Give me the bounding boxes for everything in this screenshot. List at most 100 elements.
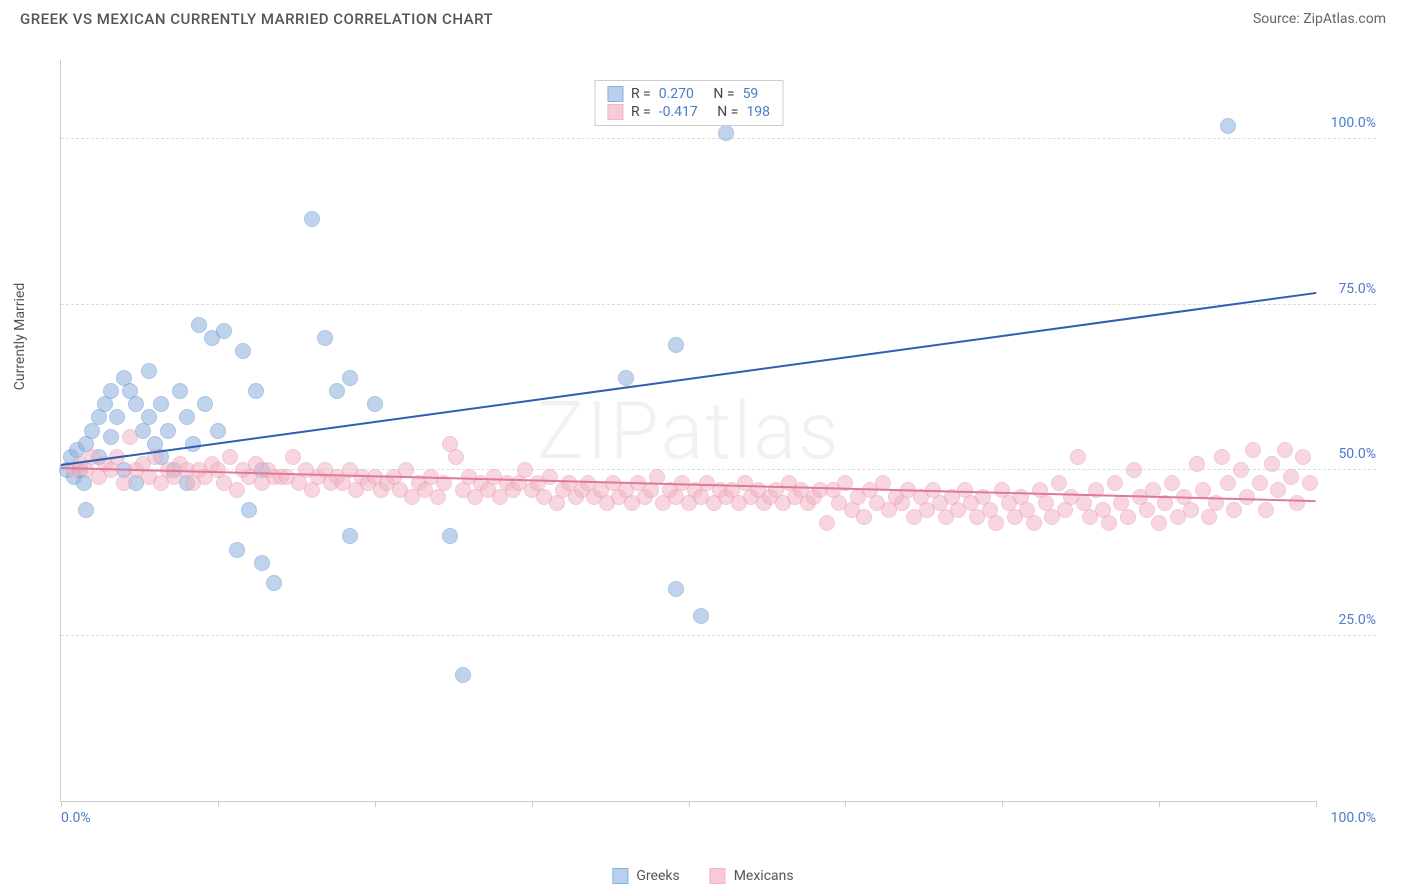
scatter-point (1264, 456, 1280, 472)
scatter-point (718, 125, 734, 141)
chart-container: Currently Married ZIPatlas R = 0.270 N =… (50, 40, 1386, 832)
scatter-point (248, 383, 264, 399)
scatter-point (116, 475, 132, 491)
scatter-point (128, 396, 144, 412)
scatter-point (1226, 502, 1242, 518)
scatter-point (241, 502, 257, 518)
scatter-point (1277, 442, 1293, 458)
y-tick-label: 100.0% (1331, 115, 1376, 131)
x-tick (61, 801, 62, 807)
watermark: ZIPatlas (536, 384, 840, 478)
y-axis-label: Currently Married (12, 283, 28, 390)
scatter-point (1164, 475, 1180, 491)
scatter-point (1295, 449, 1311, 465)
scatter-point (285, 449, 301, 465)
scatter-point (122, 429, 138, 445)
scatter-point (1051, 475, 1067, 491)
scatter-point (153, 396, 169, 412)
scatter-point (329, 383, 345, 399)
scatter-point (1220, 118, 1236, 134)
r-value: 0.270 (659, 86, 694, 102)
scatter-point (442, 528, 458, 544)
scatter-point (1252, 475, 1268, 491)
x-tick (532, 801, 533, 807)
scatter-point (109, 409, 125, 425)
x-tick (375, 801, 376, 807)
scatter-point (172, 383, 188, 399)
scatter-point (1289, 495, 1305, 511)
n-value: 198 (746, 104, 770, 120)
scatter-point (1258, 502, 1274, 518)
scatter-point (1151, 515, 1167, 531)
scatter-point (191, 317, 207, 333)
scatter-point (1270, 482, 1286, 498)
scatter-point (517, 462, 533, 478)
scatter-point (1302, 475, 1318, 491)
gridline (61, 138, 1376, 139)
legend-stats-row: R = 0.270 N = 59 (607, 85, 770, 103)
scatter-point (103, 383, 119, 399)
stats-legend: R = 0.270 N = 59 R = -0.417 N = 198 (594, 80, 783, 126)
gridline (61, 304, 1376, 305)
scatter-point (1195, 482, 1211, 498)
x-tick (1159, 801, 1160, 807)
gridline (61, 635, 1376, 636)
scatter-point (1070, 449, 1086, 465)
scatter-point (185, 436, 201, 452)
x-tick (689, 801, 690, 807)
scatter-point (668, 337, 684, 353)
legend-swatch (607, 86, 623, 102)
scatter-point (179, 409, 195, 425)
scatter-point (1026, 515, 1042, 531)
legend-swatch (710, 868, 726, 884)
scatter-point (668, 581, 684, 597)
scatter-point (819, 515, 835, 531)
trend-line (61, 292, 1316, 466)
n-value: 59 (743, 86, 759, 102)
scatter-point (618, 370, 634, 386)
scatter-point (1126, 462, 1142, 478)
scatter-point (988, 515, 1004, 531)
legend-item: Mexicans (710, 868, 794, 884)
scatter-point (1189, 456, 1205, 472)
scatter-point (317, 330, 333, 346)
chart-title: GREEK VS MEXICAN CURRENTLY MARRIED CORRE… (20, 10, 493, 28)
scatter-point (342, 528, 358, 544)
r-label: R = (631, 104, 651, 120)
scatter-point (1183, 502, 1199, 518)
plot-area: ZIPatlas R = 0.270 N = 59 R = -0.417 N =… (60, 60, 1316, 802)
x-tick (218, 801, 219, 807)
y-tick-label: 25.0% (1338, 612, 1376, 628)
legend-stats-row: R = -0.417 N = 198 (607, 103, 770, 121)
scatter-point (367, 396, 383, 412)
x-tick (845, 801, 846, 807)
scatter-point (856, 509, 872, 525)
scatter-point (210, 423, 226, 439)
scatter-point (216, 323, 232, 339)
scatter-point (78, 502, 94, 518)
scatter-point (448, 449, 464, 465)
legend-label: Mexicans (734, 868, 794, 884)
scatter-point (1239, 489, 1255, 505)
scatter-point (304, 211, 320, 227)
scatter-point (1214, 449, 1230, 465)
scatter-point (235, 343, 251, 359)
scatter-point (141, 409, 157, 425)
scatter-point (1120, 509, 1136, 525)
scatter-point (1233, 462, 1249, 478)
y-tick-label: 50.0% (1338, 446, 1376, 462)
r-label: R = (631, 86, 651, 102)
x-min-label: 0.0% (61, 810, 91, 826)
scatter-point (1245, 442, 1261, 458)
scatter-point (229, 542, 245, 558)
chart-header: GREEK VS MEXICAN CURRENTLY MARRIED CORRE… (0, 0, 1406, 33)
scatter-point (141, 363, 157, 379)
scatter-point (342, 370, 358, 386)
y-tick-label: 75.0% (1338, 281, 1376, 297)
scatter-point (1283, 469, 1299, 485)
n-label: N = (717, 104, 738, 120)
scatter-point (229, 482, 245, 498)
scatter-point (1101, 515, 1117, 531)
legend-swatch (612, 868, 628, 884)
scatter-point (254, 555, 270, 571)
